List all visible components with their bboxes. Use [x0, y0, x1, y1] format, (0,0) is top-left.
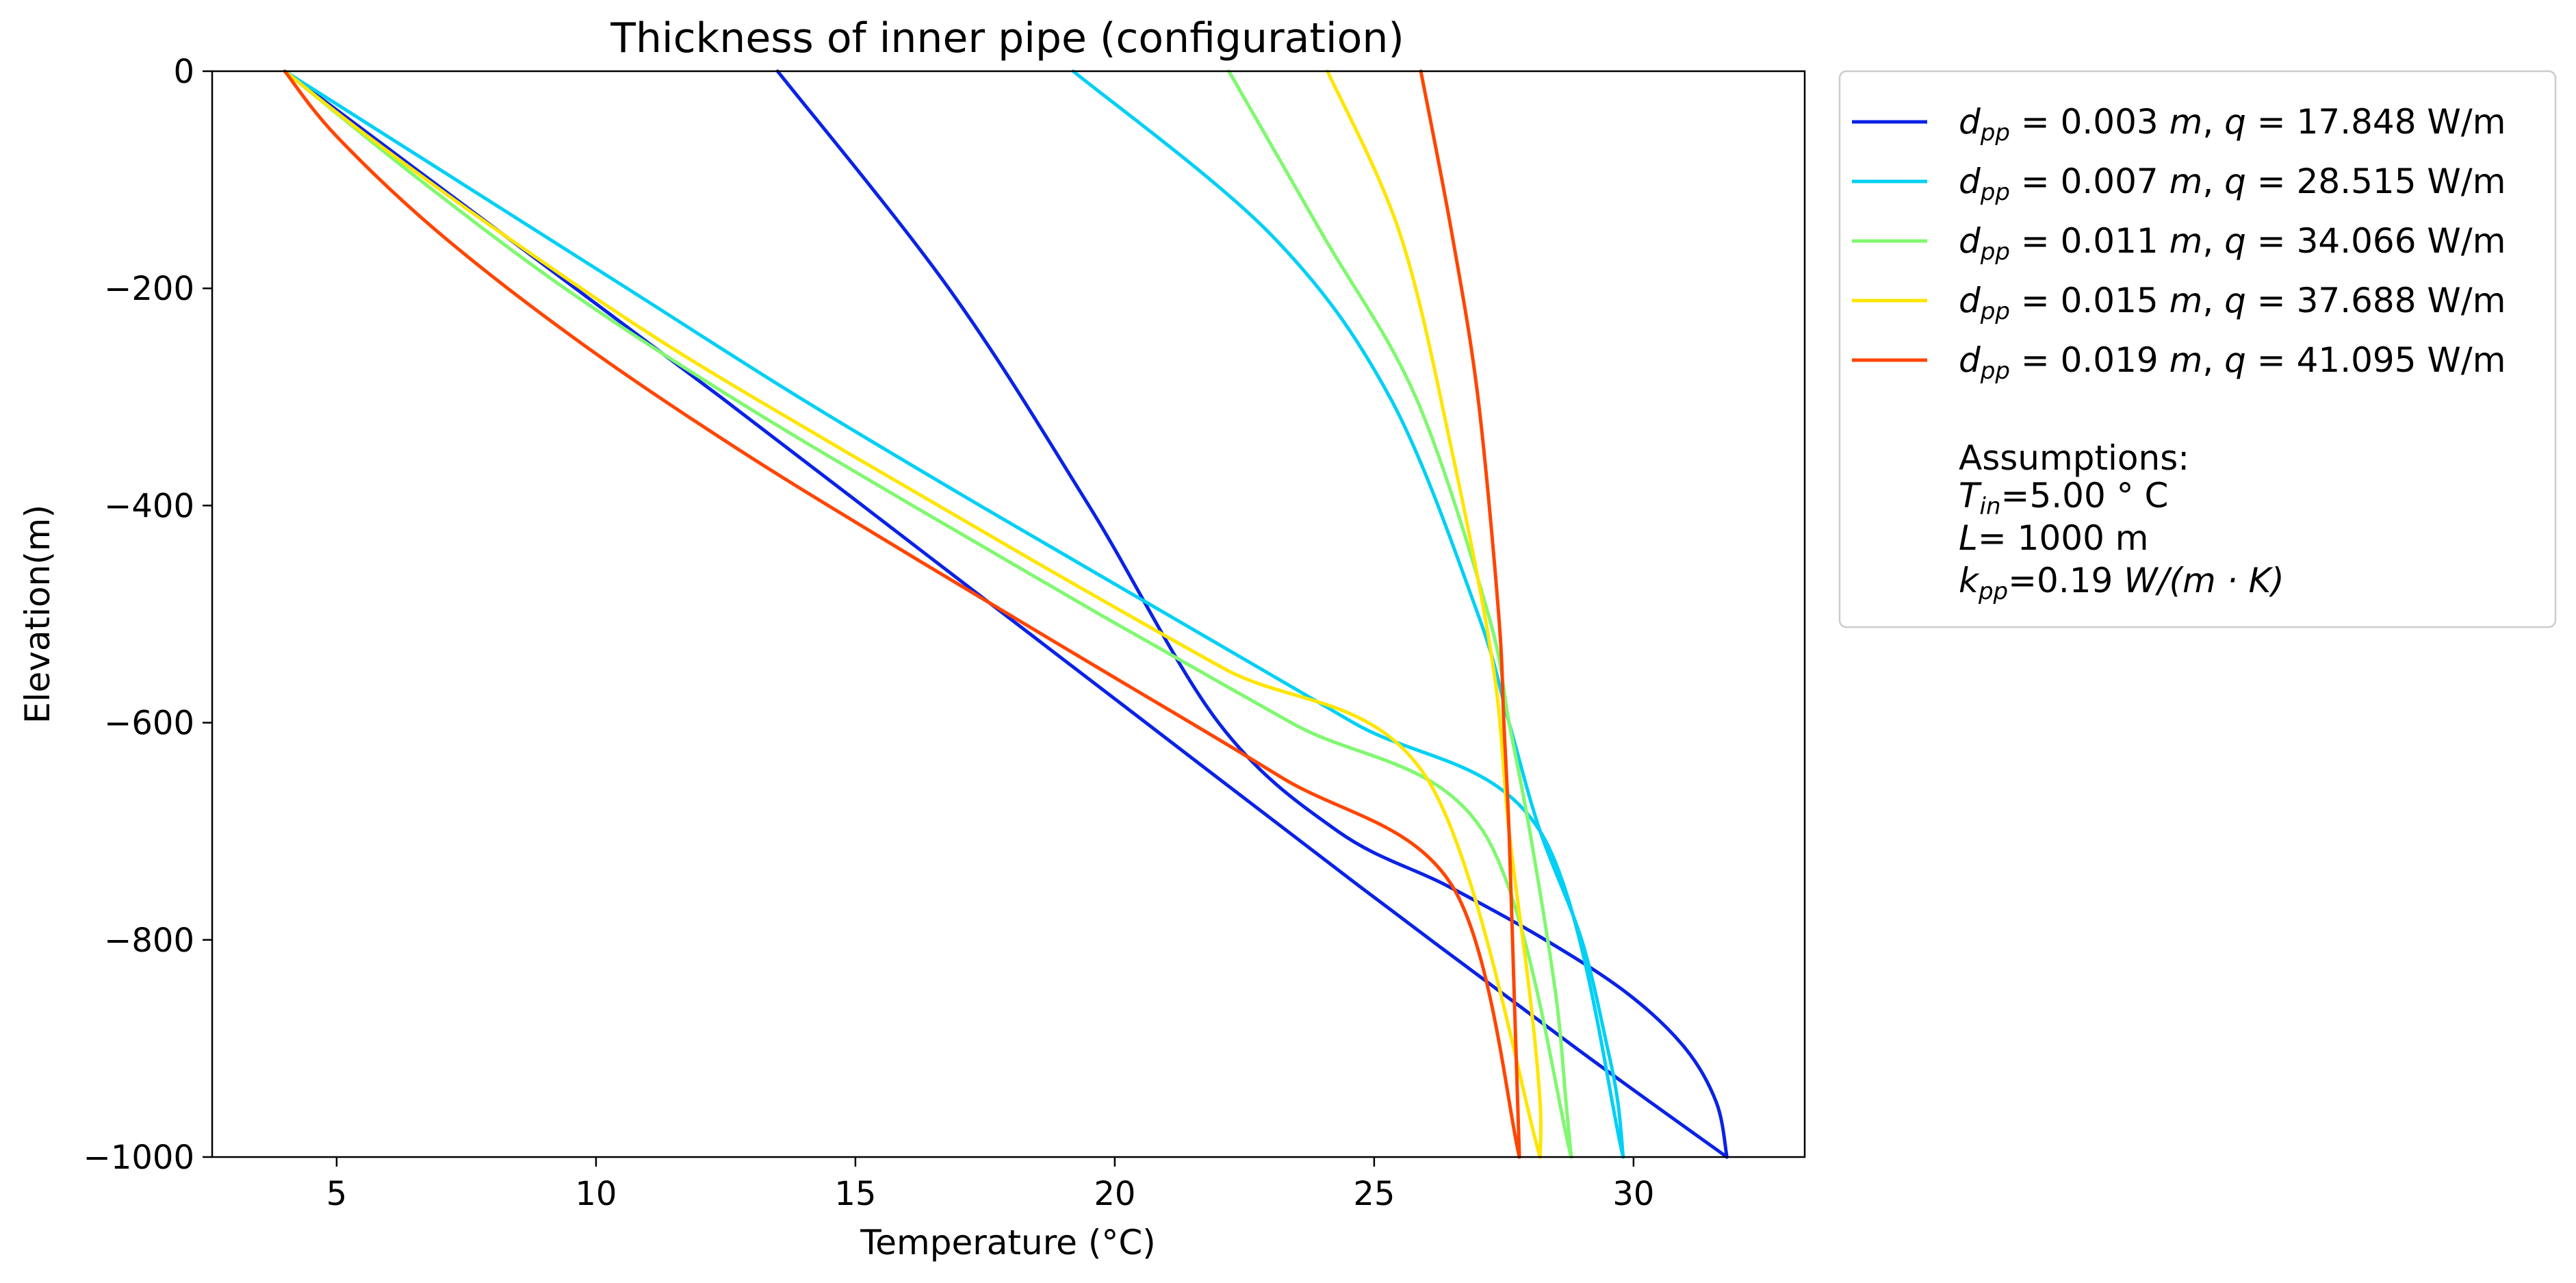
series-5: [283, 69, 1521, 1159]
legend-entries: dpp = 0.003 m, q = 17.848 W/m dpp = 0.007…: [1852, 102, 2506, 385]
chart-title: Thickness of inner pipe (configuration): [610, 14, 1404, 62]
legend-frame: [1838, 70, 2557, 628]
x-tick-label: 25: [1353, 1175, 1395, 1213]
x-tick-label: 15: [834, 1175, 876, 1213]
series-5-up-line: [1419, 69, 1521, 1159]
legend-label-2: dpp = 0.007 m, q = 28.515 W/m: [1959, 162, 2506, 206]
legend: dpp = 0.003 m, q = 17.848 W/m dpp = 0.007…: [1838, 70, 2557, 628]
y-axis-label: Elevation(m): [18, 505, 57, 724]
series-4: [283, 69, 1543, 1159]
legend-label-3: dpp = 0.011 m, q = 34.066 W/m: [1959, 221, 2506, 266]
assumption-inlet-temperature: Tin=5.00 ° C: [1959, 476, 2168, 520]
x-axis-label: Temperature (°C): [860, 1223, 1156, 1262]
ticks-layer: 5 10 15 20 25 30 0 −200 −400 −600 −800 −1000: [83, 53, 1655, 1213]
y-tick-label: −400: [104, 487, 194, 525]
series-5-down-line: [283, 69, 1521, 1159]
y-tick-label: −800: [104, 922, 194, 960]
x-tick-label: 20: [1094, 1175, 1135, 1213]
y-tick-label: −200: [104, 270, 194, 308]
x-tick-label: 5: [326, 1175, 348, 1213]
y-tick-label: −1000: [83, 1139, 194, 1177]
series-1-up-line: [775, 69, 1729, 1159]
y-tick-label: 0: [173, 53, 194, 91]
x-tick-label: 30: [1612, 1175, 1654, 1213]
series-layer: [283, 69, 1729, 1159]
assumption-length: L= 1000 m: [1959, 518, 2149, 558]
series-3-down-line: [283, 69, 1573, 1159]
x-tick-label: 10: [575, 1175, 617, 1213]
plot-frame: [211, 70, 1806, 1158]
assumption-conductivity: kpp=0.19 W/(m · K): [1959, 561, 2284, 605]
legend-label-4: dpp = 0.015 m, q = 37.688 W/m: [1959, 281, 2506, 325]
legend-label-1: dpp = 0.003 m, q = 17.848 W/m: [1959, 102, 2506, 147]
legend-label-5: dpp = 0.019 m, q = 41.095 W/m: [1959, 340, 2506, 385]
series-4-up-line: [1326, 69, 1543, 1159]
y-tick-label: −600: [104, 704, 194, 743]
series-4-down-line: [283, 69, 1542, 1159]
assumptions-heading: Assumptions:: [1959, 438, 2189, 478]
